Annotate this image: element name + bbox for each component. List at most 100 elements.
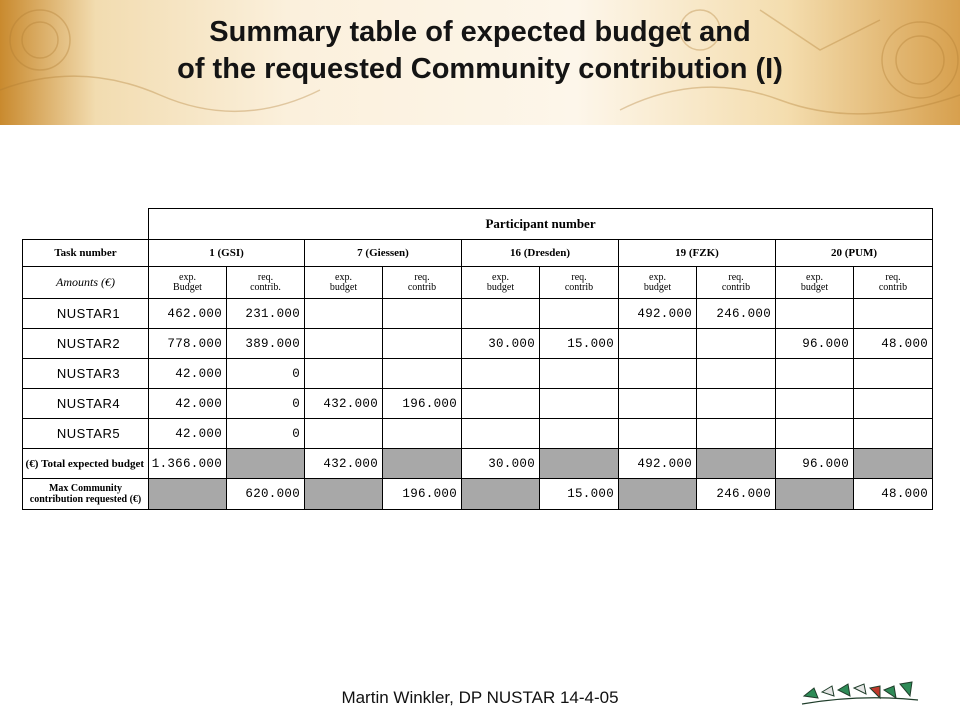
req-contrib-cell: 231.000 (226, 298, 305, 329)
req-contrib-cell (539, 358, 619, 389)
task-name: NUSTAR4 (22, 388, 149, 419)
participant-number-header: Participant number (147, 208, 934, 240)
max-contribution-cell: 15.000 (539, 478, 619, 510)
task-name: NUSTAR2 (22, 328, 149, 359)
participant-header-19: 19 (FZK) (618, 239, 776, 267)
max-contribution-label: Max Community contribution requested (€) (22, 478, 149, 510)
banner-decoration (0, 9, 960, 115)
req-contrib-cell: 0 (226, 418, 305, 449)
task-name: NUSTAR3 (22, 358, 149, 389)
exp-budget-cell: 492.000 (618, 298, 697, 329)
exp-budget-cell (775, 388, 854, 419)
exp-budget-cell (304, 328, 383, 359)
shaded-cell (382, 448, 462, 479)
exp-budget-cell (304, 298, 383, 329)
req-contrib-cell: 0 (226, 388, 305, 419)
req-contrib-cell (852, 418, 934, 449)
exp-budget-cell: 96.000 (775, 328, 854, 359)
subheader-req-contrib: req. contrib (696, 266, 776, 299)
shaded-cell (775, 478, 854, 510)
exp-budget-cell: 42.000 (148, 388, 227, 419)
subheader-req-contrib: req. contrib (852, 266, 934, 299)
total-budget-cell: 492.000 (618, 448, 697, 479)
total-budget-cell: 96.000 (775, 448, 854, 479)
shaded-cell (148, 478, 227, 510)
total-budget-cell: 1.366.000 (148, 448, 227, 479)
req-contrib-cell (382, 358, 462, 389)
task-number-header: Task number (22, 239, 149, 267)
title-banner: Summary table of expected budget and of … (0, 0, 960, 125)
shaded-cell (539, 448, 619, 479)
req-contrib-cell (696, 358, 776, 389)
column-header-row: Task number 1 (GSI) 7 (Giessen) 16 (Dres… (22, 239, 934, 267)
subheader-exp-budget: exp. Budget (148, 266, 227, 299)
req-contrib-cell (382, 298, 462, 329)
total-row: Total expected budget (€) 1.366.000 432.0… (22, 448, 934, 479)
corner-cell (23, 209, 149, 240)
subheader-req-contrib: req. contrib (382, 266, 462, 299)
req-contrib-cell: 196.000 (382, 388, 462, 419)
req-contrib-cell: 15.000 (539, 328, 619, 359)
shaded-cell (618, 478, 697, 510)
req-contrib-cell: 246.000 (696, 298, 776, 329)
footer-text: Martin Winkler, DP NUSTAR 14-4-05 (341, 688, 619, 707)
req-contrib-cell: 48.000 (852, 328, 934, 359)
shaded-cell (304, 478, 383, 510)
task-rows: NUSTAR1 462.000 231.000 492.000 246.000 NUSTA… (22, 298, 934, 449)
exp-budget-cell (618, 388, 697, 419)
table-row: NUSTAR5 42.000 0 (22, 418, 934, 449)
exp-budget-cell: 42.000 (148, 358, 227, 389)
req-contrib-cell (382, 328, 462, 359)
req-contrib-cell: 0 (226, 358, 305, 389)
table-row: NUSTAR1 462.000 231.000 492.000 246.000 (22, 298, 934, 329)
exp-budget-cell (304, 418, 383, 449)
exp-budget-cell (775, 298, 854, 329)
participant-header-1: 1 (GSI) (148, 239, 305, 267)
exp-budget-cell (618, 328, 697, 359)
req-contrib-cell (382, 418, 462, 449)
exp-budget-cell: 42.000 (148, 418, 227, 449)
req-contrib-cell (696, 418, 776, 449)
participant-header-16: 16 (Dresden) (461, 239, 619, 267)
exp-budget-cell (304, 358, 383, 389)
exp-budget-cell: 30.000 (461, 328, 540, 359)
req-contrib-cell (539, 298, 619, 329)
max-contribution-row: Max Community contribution requested (€)… (22, 478, 934, 510)
title-line-2: of the requested Community contribution … (177, 53, 783, 85)
shaded-cell (461, 478, 540, 510)
exp-budget-cell: 778.000 (148, 328, 227, 359)
shaded-cell (852, 448, 934, 479)
exp-budget-cell (775, 418, 854, 449)
max-contribution-cell: 196.000 (382, 478, 462, 510)
participant-header-20: 20 (PUM) (774, 239, 934, 267)
shaded-cell (696, 448, 776, 479)
table-row: NUSTAR4 42.000 0 432.000 196.000 (22, 388, 934, 419)
shaded-cell (226, 448, 305, 479)
total-label: Total expected budget (€) (22, 448, 149, 479)
total-budget-cell: 432.000 (304, 448, 383, 479)
task-name: NUSTAR5 (22, 418, 149, 449)
exp-budget-cell (461, 388, 540, 419)
budget-table-container: Participant number Task number 1 (GSI) 7… (0, 208, 934, 518)
exp-budget-cell (461, 358, 540, 389)
subheader-exp-budget: exp. budget (618, 266, 697, 299)
max-contribution-cell: 620.000 (226, 478, 305, 510)
exp-budget-cell (618, 358, 697, 389)
max-contribution-cell: 246.000 (696, 478, 776, 510)
title-line-1: Summary table of expected budget and (209, 16, 751, 48)
participant-header-row: Participant number (23, 208, 934, 240)
subheader-exp-budget: exp. budget (775, 266, 854, 299)
budget-table: Participant number Task number 1 (GSI) 7… (22, 208, 934, 510)
exp-budget-cell (775, 358, 854, 389)
subheader-exp-budget: exp. budget (304, 266, 383, 299)
exp-budget-cell (618, 418, 697, 449)
table-row: NUSTAR3 42.000 0 (22, 358, 934, 389)
req-contrib-cell: 389.000 (226, 328, 305, 359)
subheader-row: Amounts (€) exp. Budget req. contrib. ex… (22, 266, 934, 299)
exp-budget-cell: 432.000 (304, 388, 383, 419)
exp-budget-cell (461, 298, 540, 329)
req-contrib-cell (539, 418, 619, 449)
exp-budget-cell (461, 418, 540, 449)
subheader-req-contrib: req. contrib (539, 266, 619, 299)
task-name: NUSTAR1 (22, 298, 149, 329)
